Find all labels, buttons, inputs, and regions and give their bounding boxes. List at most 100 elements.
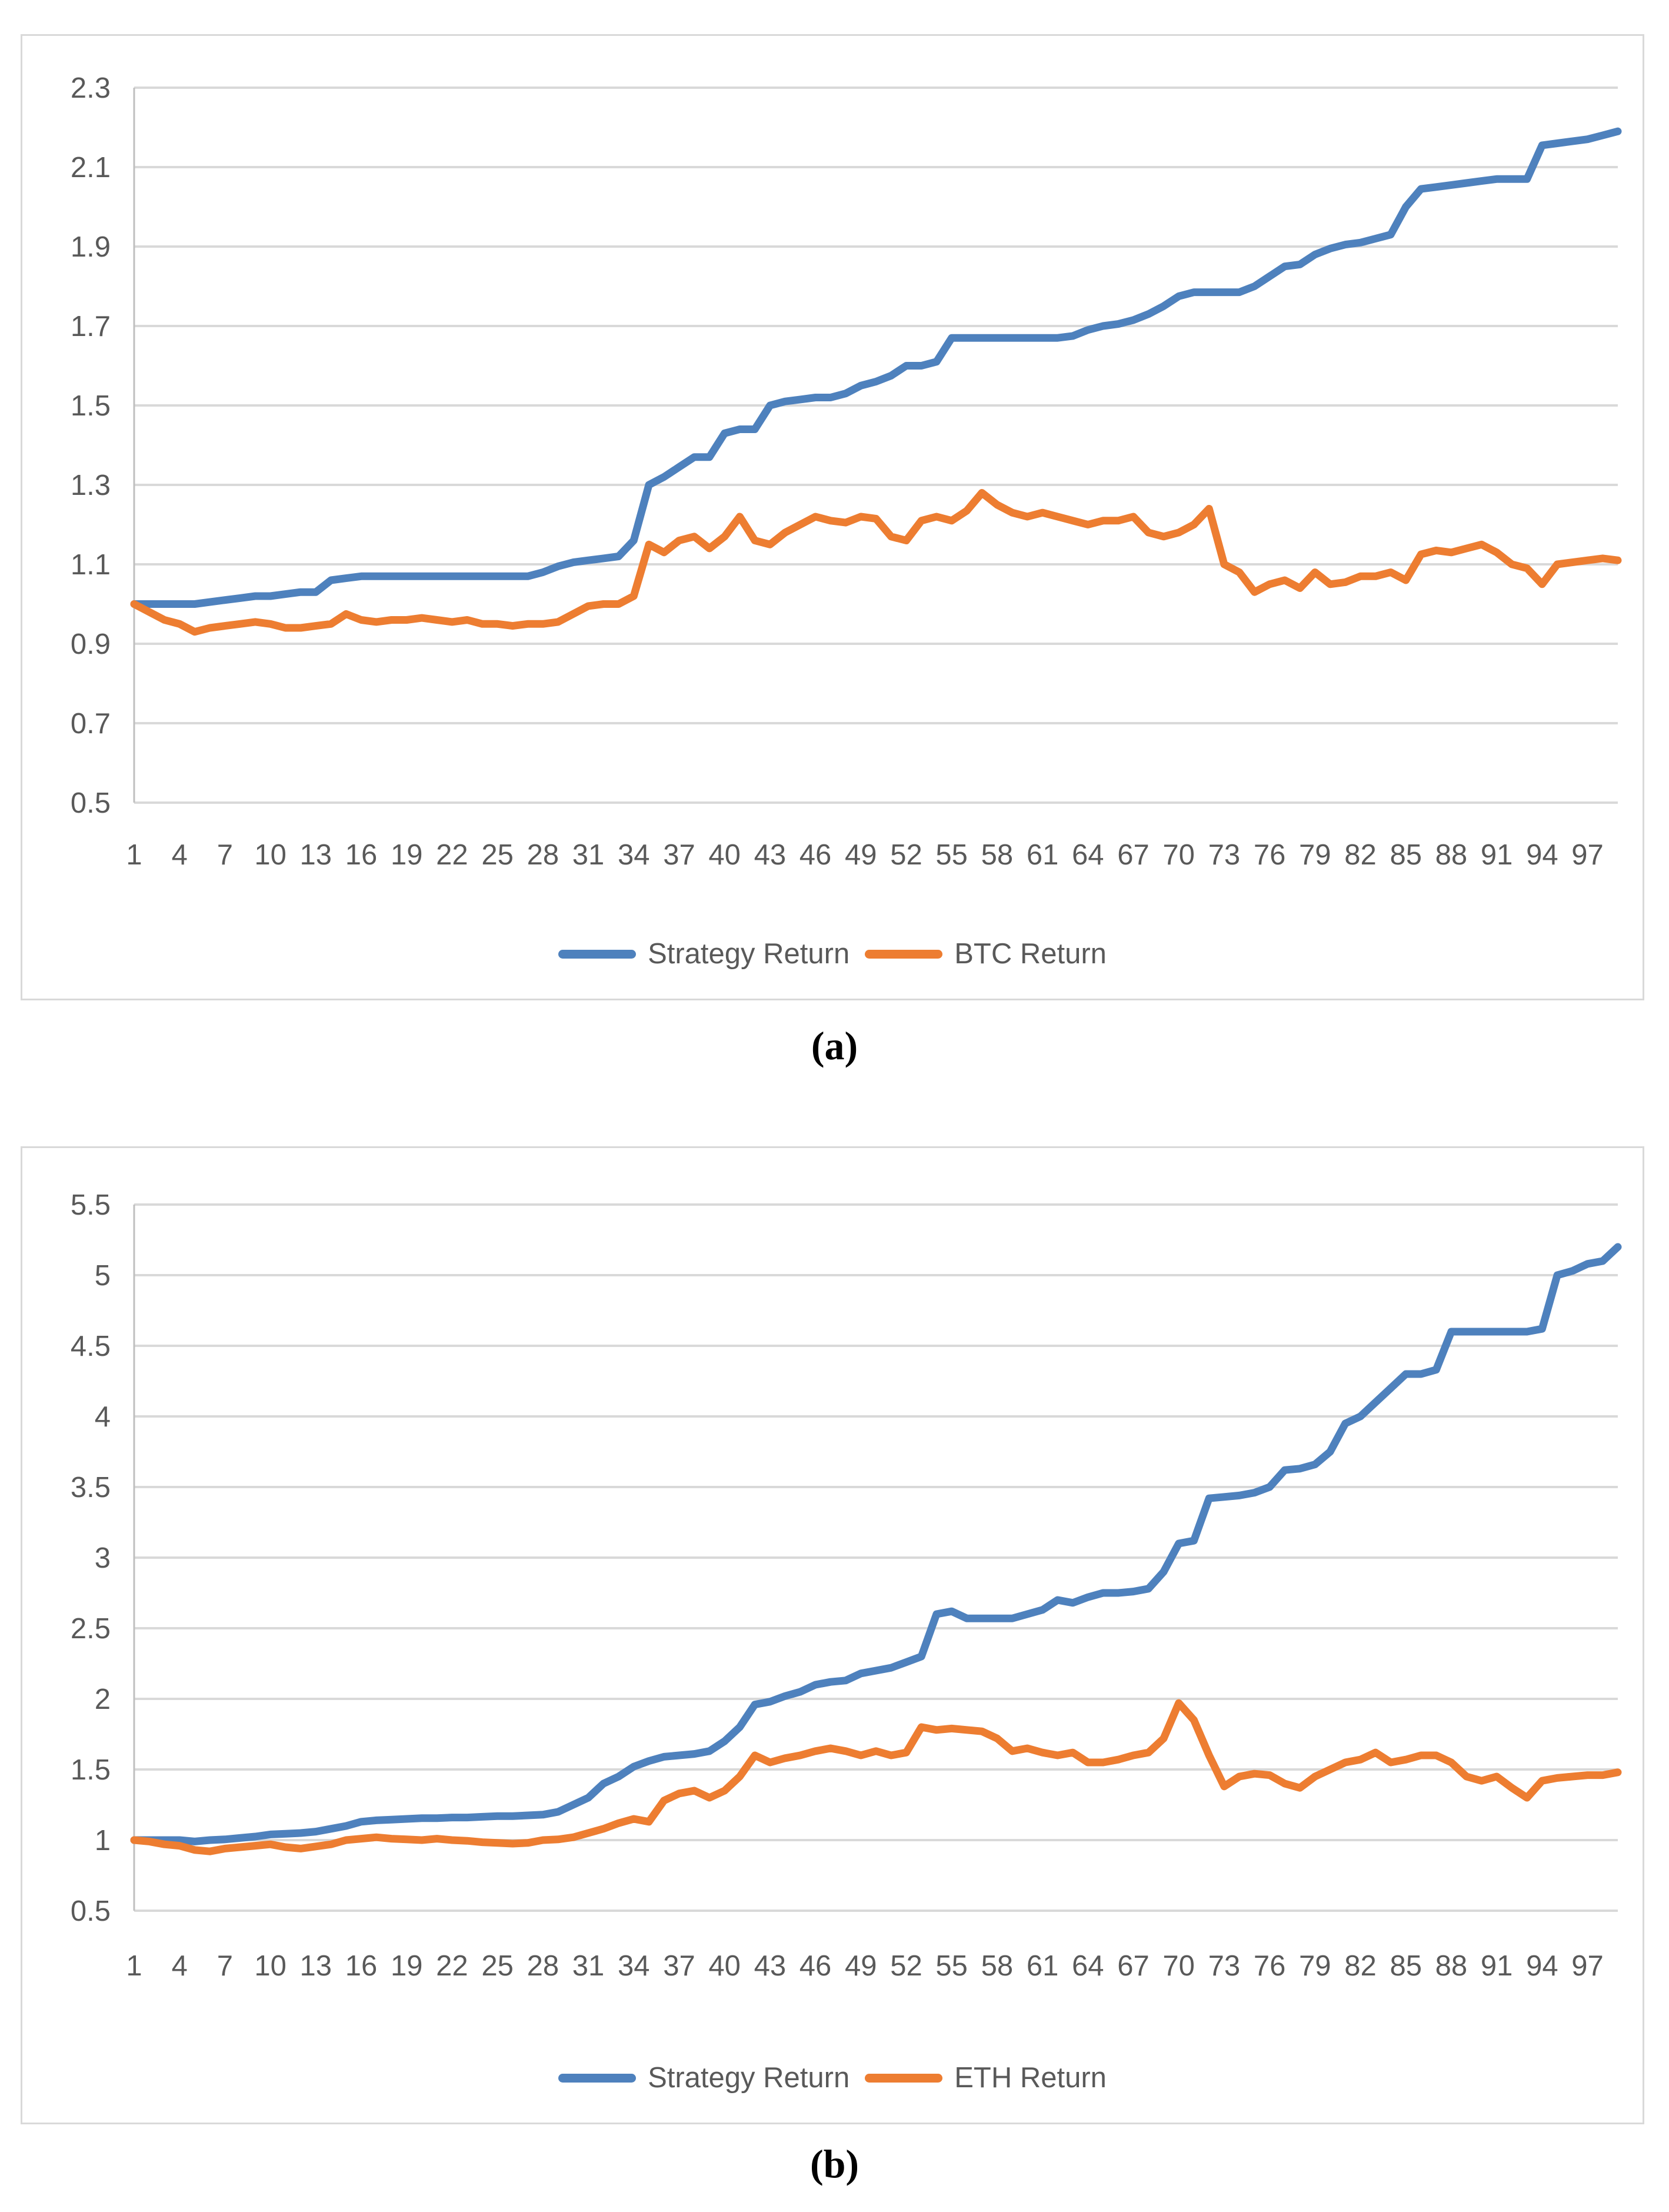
svg-text:46: 46 — [799, 1950, 832, 1982]
svg-text:76: 76 — [1254, 1950, 1286, 1982]
strategy-line-swatch — [558, 949, 637, 959]
svg-text:0.7: 0.7 — [71, 708, 111, 740]
svg-text:73: 73 — [1208, 839, 1241, 871]
svg-text:25: 25 — [481, 1950, 514, 1982]
svg-text:1.1: 1.1 — [71, 549, 111, 581]
svg-text:40: 40 — [708, 839, 741, 871]
chart-panel-a: 0.5 0.7 0.9 1.1 1.3 1.5 1.7 1.9 2.1 2.3 1 4 7 10 13 16 1… — [21, 34, 1644, 1000]
svg-text:88: 88 — [1435, 839, 1468, 871]
svg-text:97: 97 — [1571, 839, 1604, 871]
svg-text:49: 49 — [845, 1950, 877, 1982]
svg-text:4: 4 — [172, 839, 188, 871]
svg-text:25: 25 — [481, 839, 514, 871]
svg-text:13: 13 — [300, 1950, 332, 1982]
line-chart-a: 0.5 0.7 0.9 1.1 1.3 1.5 1.7 1.9 2.1 2.3 1 4 7 10 13 16 1… — [71, 72, 1622, 871]
svg-text:94: 94 — [1526, 839, 1558, 871]
svg-text:10: 10 — [254, 1950, 287, 1982]
svg-text:1.5: 1.5 — [71, 390, 111, 422]
svg-text:0.5: 0.5 — [71, 787, 111, 819]
legend-b: Strategy Return ETH Return — [22, 2061, 1643, 2094]
svg-text:64: 64 — [1072, 839, 1104, 871]
svg-text:5.5: 5.5 — [71, 1189, 111, 1221]
svg-text:31: 31 — [572, 839, 605, 871]
svg-text:3: 3 — [95, 1542, 111, 1574]
caption-a: (a) — [811, 1023, 858, 1068]
svg-text:55: 55 — [935, 839, 968, 871]
svg-text:2.1: 2.1 — [71, 152, 111, 184]
svg-text:61: 61 — [1027, 1950, 1059, 1982]
svg-text:28: 28 — [527, 1950, 559, 1982]
svg-text:79: 79 — [1299, 839, 1331, 871]
svg-text:88: 88 — [1435, 1950, 1468, 1982]
svg-text:46: 46 — [799, 839, 832, 871]
svg-text:28: 28 — [527, 839, 559, 871]
svg-text:82: 82 — [1344, 839, 1377, 871]
svg-text:7: 7 — [217, 1950, 233, 1982]
svg-text:85: 85 — [1390, 1950, 1422, 1982]
legend-a: Strategy Return BTC Return — [22, 937, 1643, 970]
svg-text:76: 76 — [1254, 839, 1286, 871]
svg-text:52: 52 — [890, 1950, 922, 1982]
svg-text:4: 4 — [172, 1950, 188, 1982]
svg-text:97: 97 — [1571, 1950, 1604, 1982]
svg-text:40: 40 — [708, 1950, 741, 1982]
svg-text:0.5: 0.5 — [71, 1895, 111, 1927]
svg-text:55: 55 — [935, 1950, 968, 1982]
legend-label: Strategy Return — [648, 938, 850, 970]
svg-text:1: 1 — [95, 1825, 111, 1857]
legend-label: Strategy Return — [648, 2062, 850, 2094]
svg-text:0.9: 0.9 — [71, 628, 111, 660]
svg-text:2: 2 — [95, 1684, 111, 1715]
svg-text:2.3: 2.3 — [71, 72, 111, 104]
chart-panel-b: 0.5 1 1.5 2 2.5 3 3.5 4 4.5 5 5.5 1 4 7 10 13 16 19 22 25 28… — [21, 1146, 1644, 2124]
svg-text:4.5: 4.5 — [71, 1330, 111, 1362]
svg-text:13: 13 — [300, 839, 332, 871]
svg-text:52: 52 — [890, 839, 922, 871]
svg-text:16: 16 — [345, 839, 378, 871]
svg-text:3.5: 3.5 — [71, 1472, 111, 1504]
svg-text:91: 91 — [1481, 839, 1513, 871]
svg-text:1: 1 — [126, 1950, 142, 1982]
svg-text:49: 49 — [845, 839, 877, 871]
svg-text:37: 37 — [663, 839, 695, 871]
svg-text:64: 64 — [1072, 1950, 1104, 1982]
svg-text:58: 58 — [981, 1950, 1014, 1982]
svg-text:85: 85 — [1390, 839, 1422, 871]
svg-text:19: 19 — [391, 839, 423, 871]
svg-text:22: 22 — [436, 1950, 468, 1982]
svg-text:10: 10 — [254, 839, 287, 871]
svg-text:19: 19 — [391, 1950, 423, 1982]
svg-text:70: 70 — [1162, 1950, 1195, 1982]
svg-text:4: 4 — [95, 1401, 111, 1433]
svg-text:1: 1 — [126, 839, 142, 871]
svg-text:82: 82 — [1344, 1950, 1377, 1982]
eth-line-swatch — [865, 2073, 943, 2083]
svg-text:67: 67 — [1117, 839, 1150, 871]
svg-text:79: 79 — [1299, 1950, 1331, 1982]
svg-text:1.3: 1.3 — [71, 470, 111, 501]
caption-b: (b) — [809, 2141, 860, 2186]
strategy-line-swatch — [558, 2073, 637, 2083]
svg-text:73: 73 — [1208, 1950, 1241, 1982]
btc-line-swatch — [865, 949, 943, 959]
svg-text:94: 94 — [1526, 1950, 1558, 1982]
svg-text:43: 43 — [754, 1950, 787, 1982]
legend-item-eth: ETH Return — [865, 2061, 1107, 2094]
legend-item-strategy: Strategy Return — [558, 2061, 850, 2094]
svg-text:67: 67 — [1117, 1950, 1150, 1982]
svg-text:70: 70 — [1162, 839, 1195, 871]
svg-text:2.5: 2.5 — [71, 1613, 111, 1645]
svg-text:31: 31 — [572, 1950, 605, 1982]
svg-text:1.7: 1.7 — [71, 311, 111, 342]
svg-text:58: 58 — [981, 839, 1014, 871]
svg-text:91: 91 — [1481, 1950, 1513, 1982]
svg-text:22: 22 — [436, 839, 468, 871]
svg-text:43: 43 — [754, 839, 787, 871]
svg-text:34: 34 — [618, 1950, 650, 1982]
svg-text:1.5: 1.5 — [71, 1754, 111, 1786]
svg-text:5: 5 — [95, 1260, 111, 1292]
svg-text:37: 37 — [663, 1950, 695, 1982]
legend-label: BTC Return — [954, 938, 1107, 970]
svg-text:61: 61 — [1027, 839, 1059, 871]
legend-item-strategy: Strategy Return — [558, 937, 850, 970]
